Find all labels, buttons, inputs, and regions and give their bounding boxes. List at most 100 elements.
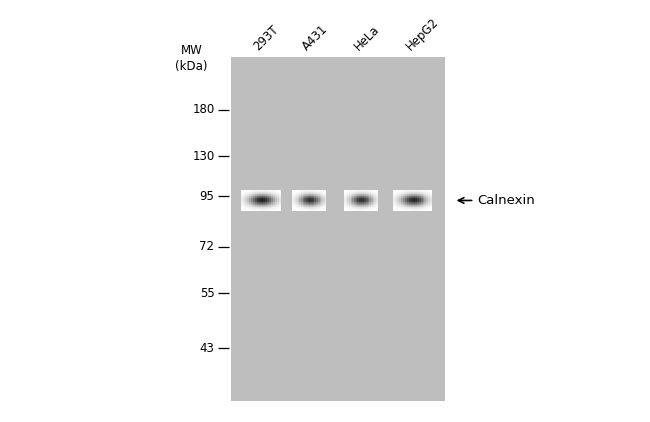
- Bar: [273, 206, 275, 207]
- Bar: [347, 206, 349, 207]
- Bar: [415, 210, 417, 211]
- Bar: [248, 201, 251, 202]
- Bar: [372, 205, 374, 206]
- Bar: [321, 191, 323, 192]
- Bar: [401, 203, 403, 204]
- Bar: [320, 190, 321, 191]
- Bar: [401, 202, 403, 203]
- Bar: [356, 201, 358, 202]
- Bar: [397, 201, 399, 202]
- Bar: [421, 193, 422, 194]
- Bar: [356, 205, 358, 206]
- Bar: [294, 202, 296, 203]
- Bar: [347, 197, 349, 198]
- Bar: [257, 195, 259, 196]
- Bar: [303, 199, 304, 200]
- Bar: [393, 204, 395, 205]
- Bar: [311, 197, 313, 198]
- Bar: [259, 205, 261, 206]
- Bar: [344, 209, 346, 210]
- Bar: [268, 199, 270, 200]
- Bar: [273, 195, 275, 196]
- Bar: [430, 207, 432, 208]
- Bar: [273, 202, 275, 203]
- Bar: [395, 193, 397, 194]
- Bar: [415, 206, 417, 207]
- Bar: [352, 199, 354, 200]
- Bar: [265, 206, 266, 207]
- Bar: [346, 190, 347, 191]
- Bar: [419, 192, 421, 193]
- Bar: [366, 197, 367, 198]
- Bar: [419, 203, 421, 204]
- Bar: [361, 190, 363, 191]
- Bar: [240, 207, 242, 208]
- Bar: [266, 196, 268, 197]
- Bar: [356, 207, 358, 208]
- Bar: [354, 201, 356, 202]
- Bar: [240, 198, 242, 199]
- Bar: [296, 203, 298, 204]
- Bar: [316, 194, 318, 195]
- Bar: [311, 201, 313, 202]
- Bar: [279, 197, 281, 198]
- Bar: [240, 200, 242, 201]
- Bar: [364, 194, 366, 195]
- Bar: [263, 203, 265, 204]
- Bar: [240, 199, 242, 200]
- Bar: [277, 209, 279, 210]
- Bar: [248, 199, 251, 200]
- Bar: [242, 207, 244, 208]
- Bar: [395, 200, 397, 201]
- Bar: [313, 205, 315, 206]
- Bar: [407, 210, 409, 211]
- Bar: [248, 209, 251, 210]
- Bar: [417, 209, 419, 210]
- Bar: [303, 203, 304, 204]
- Bar: [409, 191, 411, 192]
- Bar: [397, 193, 399, 194]
- Bar: [277, 205, 279, 206]
- Bar: [421, 210, 422, 211]
- Bar: [321, 195, 323, 196]
- Bar: [244, 196, 246, 197]
- Bar: [246, 191, 248, 192]
- Bar: [363, 195, 364, 196]
- Bar: [246, 205, 248, 206]
- Bar: [350, 204, 352, 205]
- Bar: [354, 190, 356, 191]
- Bar: [294, 191, 296, 192]
- Bar: [424, 193, 426, 194]
- Bar: [248, 198, 251, 199]
- Bar: [304, 200, 306, 201]
- Bar: [356, 197, 358, 198]
- Bar: [320, 191, 321, 192]
- Bar: [251, 208, 253, 209]
- Bar: [316, 208, 318, 209]
- Bar: [240, 194, 242, 195]
- Bar: [419, 204, 421, 205]
- Bar: [417, 203, 419, 204]
- Bar: [374, 190, 376, 191]
- Bar: [424, 201, 426, 202]
- Bar: [407, 195, 409, 196]
- Bar: [349, 204, 350, 205]
- Bar: [395, 203, 397, 204]
- Bar: [346, 195, 347, 196]
- Bar: [301, 196, 303, 197]
- Bar: [421, 203, 422, 204]
- Bar: [405, 195, 407, 196]
- Bar: [273, 198, 275, 199]
- Bar: [415, 200, 417, 201]
- Bar: [304, 197, 306, 198]
- Bar: [422, 194, 424, 195]
- Bar: [366, 199, 367, 200]
- Bar: [315, 210, 316, 211]
- Bar: [363, 208, 364, 209]
- Bar: [316, 210, 318, 211]
- Bar: [366, 191, 367, 192]
- Bar: [401, 204, 403, 205]
- Bar: [372, 204, 374, 205]
- Bar: [277, 201, 279, 202]
- Bar: [346, 205, 347, 206]
